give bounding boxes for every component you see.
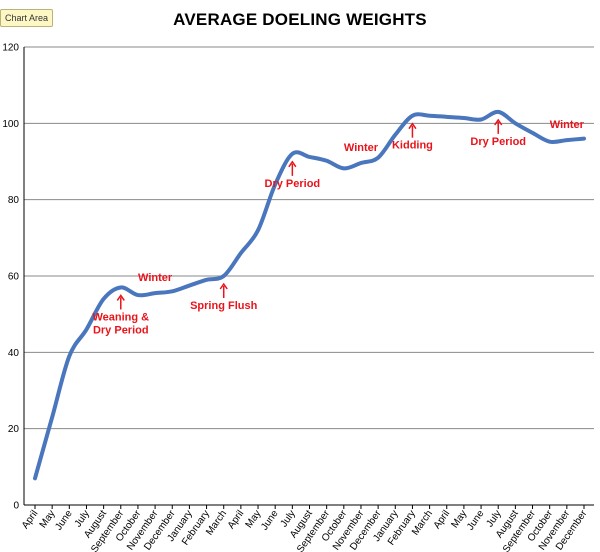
annotation-label: Dry Period [470,136,526,148]
data-point [376,156,380,160]
y-tick-label: 0 [13,501,19,512]
axes: 020406080100120AprilMayJuneJulyAugustSep… [2,43,594,552]
series-layer [33,109,586,481]
data-point [290,152,294,156]
x-tick-label: April [226,508,246,531]
data-point [531,131,535,135]
data-point [308,155,312,159]
annotations: Weaning & Dry Period Winter Spring Flush Dry… [92,118,585,336]
data-point [325,159,329,163]
y-tick-label: 20 [8,424,20,435]
data-point [462,116,466,120]
gridlines [24,46,594,430]
annotation-label: Kidding [392,140,433,152]
y-tick-label: 40 [8,348,20,359]
data-point [136,293,140,297]
data-point [428,114,432,118]
data-point [548,140,552,144]
data-point [565,138,569,142]
data-point [496,110,500,114]
data-point [239,251,243,255]
data-point [445,115,449,119]
x-tick-label: June [259,508,281,532]
data-point [84,327,88,331]
annotation-label: Winter [550,119,585,131]
data-point [187,284,191,288]
annotation-label: Winter [344,142,379,154]
data-point [342,166,346,170]
data-point [359,161,363,165]
chart-title: AVERAGE DOELING WEIGHTS [173,10,427,29]
annotation-arrowhead [408,122,417,130]
y-tick-label: 100 [2,119,19,130]
data-point [222,274,226,278]
x-tick-label: June [53,508,75,532]
y-tick-label: 80 [8,195,20,206]
data-point [205,278,209,282]
data-point [410,114,414,118]
y-tick-label: 120 [2,43,19,54]
data-point [513,121,517,125]
data-point [102,297,106,301]
data-point [256,228,260,232]
annotation-label: Weaning & Dry Period [92,311,149,336]
data-point [67,354,71,358]
data-point [170,289,174,293]
data-point [153,291,157,295]
annotation-arrowhead [494,118,503,126]
annotation-label: Dry Period [265,178,321,190]
series-line-0 [33,109,586,481]
data-point [33,476,37,480]
annotation-arrowhead [116,294,125,301]
annotation-label: Spring Flush [190,300,258,312]
annotation-arrowhead [219,282,228,290]
annotation-arrowhead [288,160,297,168]
x-tick-label: April [20,508,40,531]
y-tick-label: 60 [8,272,20,283]
data-point [479,118,483,122]
x-tick-label: April [432,508,452,531]
data-point [119,285,123,289]
data-point [393,133,397,137]
chart-area-tooltip: Chart Area [0,9,54,27]
x-tick-label: June [465,508,487,532]
data-point [582,137,586,141]
annotation-label: Winter [138,272,173,284]
data-point [50,415,54,419]
